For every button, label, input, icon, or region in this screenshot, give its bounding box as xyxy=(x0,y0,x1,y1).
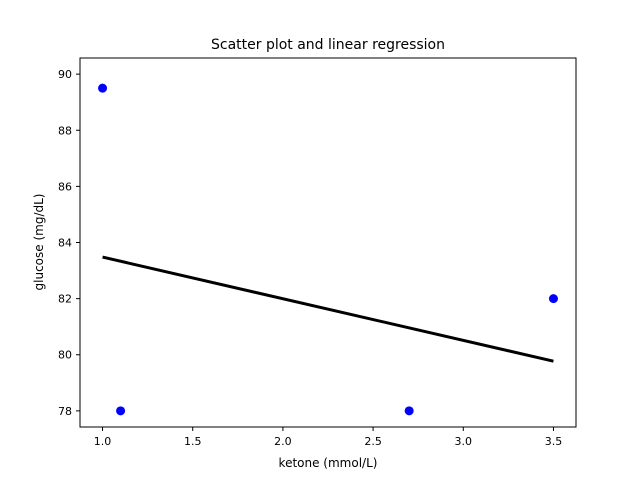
y-axis-label: glucose (mg/dL) xyxy=(32,194,46,291)
y-tick-label: 78 xyxy=(58,405,72,418)
data-point xyxy=(404,406,414,416)
y-axis: 78 80 82 84 86 88 90 xyxy=(58,68,80,418)
x-axis-label: ketone (mmol/L) xyxy=(279,456,378,470)
y-tick-label: 86 xyxy=(58,180,72,193)
x-tick-label: 2.0 xyxy=(274,435,292,448)
y-tick-label: 84 xyxy=(58,237,72,250)
y-tick-label: 90 xyxy=(58,68,72,81)
y-tick-label: 82 xyxy=(58,293,72,306)
x-tick-label: 3.0 xyxy=(455,435,473,448)
y-tick-label: 88 xyxy=(58,124,72,137)
x-axis: 1.0 1.5 2.0 2.5 3.0 3.5 xyxy=(94,427,562,448)
plot-frame xyxy=(79,57,577,428)
x-tick-label: 3.5 xyxy=(545,435,563,448)
regression-line xyxy=(102,255,554,363)
y-tick-label: 80 xyxy=(58,349,72,362)
x-tick-label: 1.0 xyxy=(94,435,112,448)
data-point xyxy=(548,294,558,304)
data-point xyxy=(116,406,126,416)
x-tick-label: 1.5 xyxy=(184,435,202,448)
x-tick-label: 2.5 xyxy=(364,435,382,448)
data-point xyxy=(98,83,108,93)
plot-content xyxy=(98,83,558,416)
chart-title: Scatter plot and linear regression xyxy=(211,37,445,53)
